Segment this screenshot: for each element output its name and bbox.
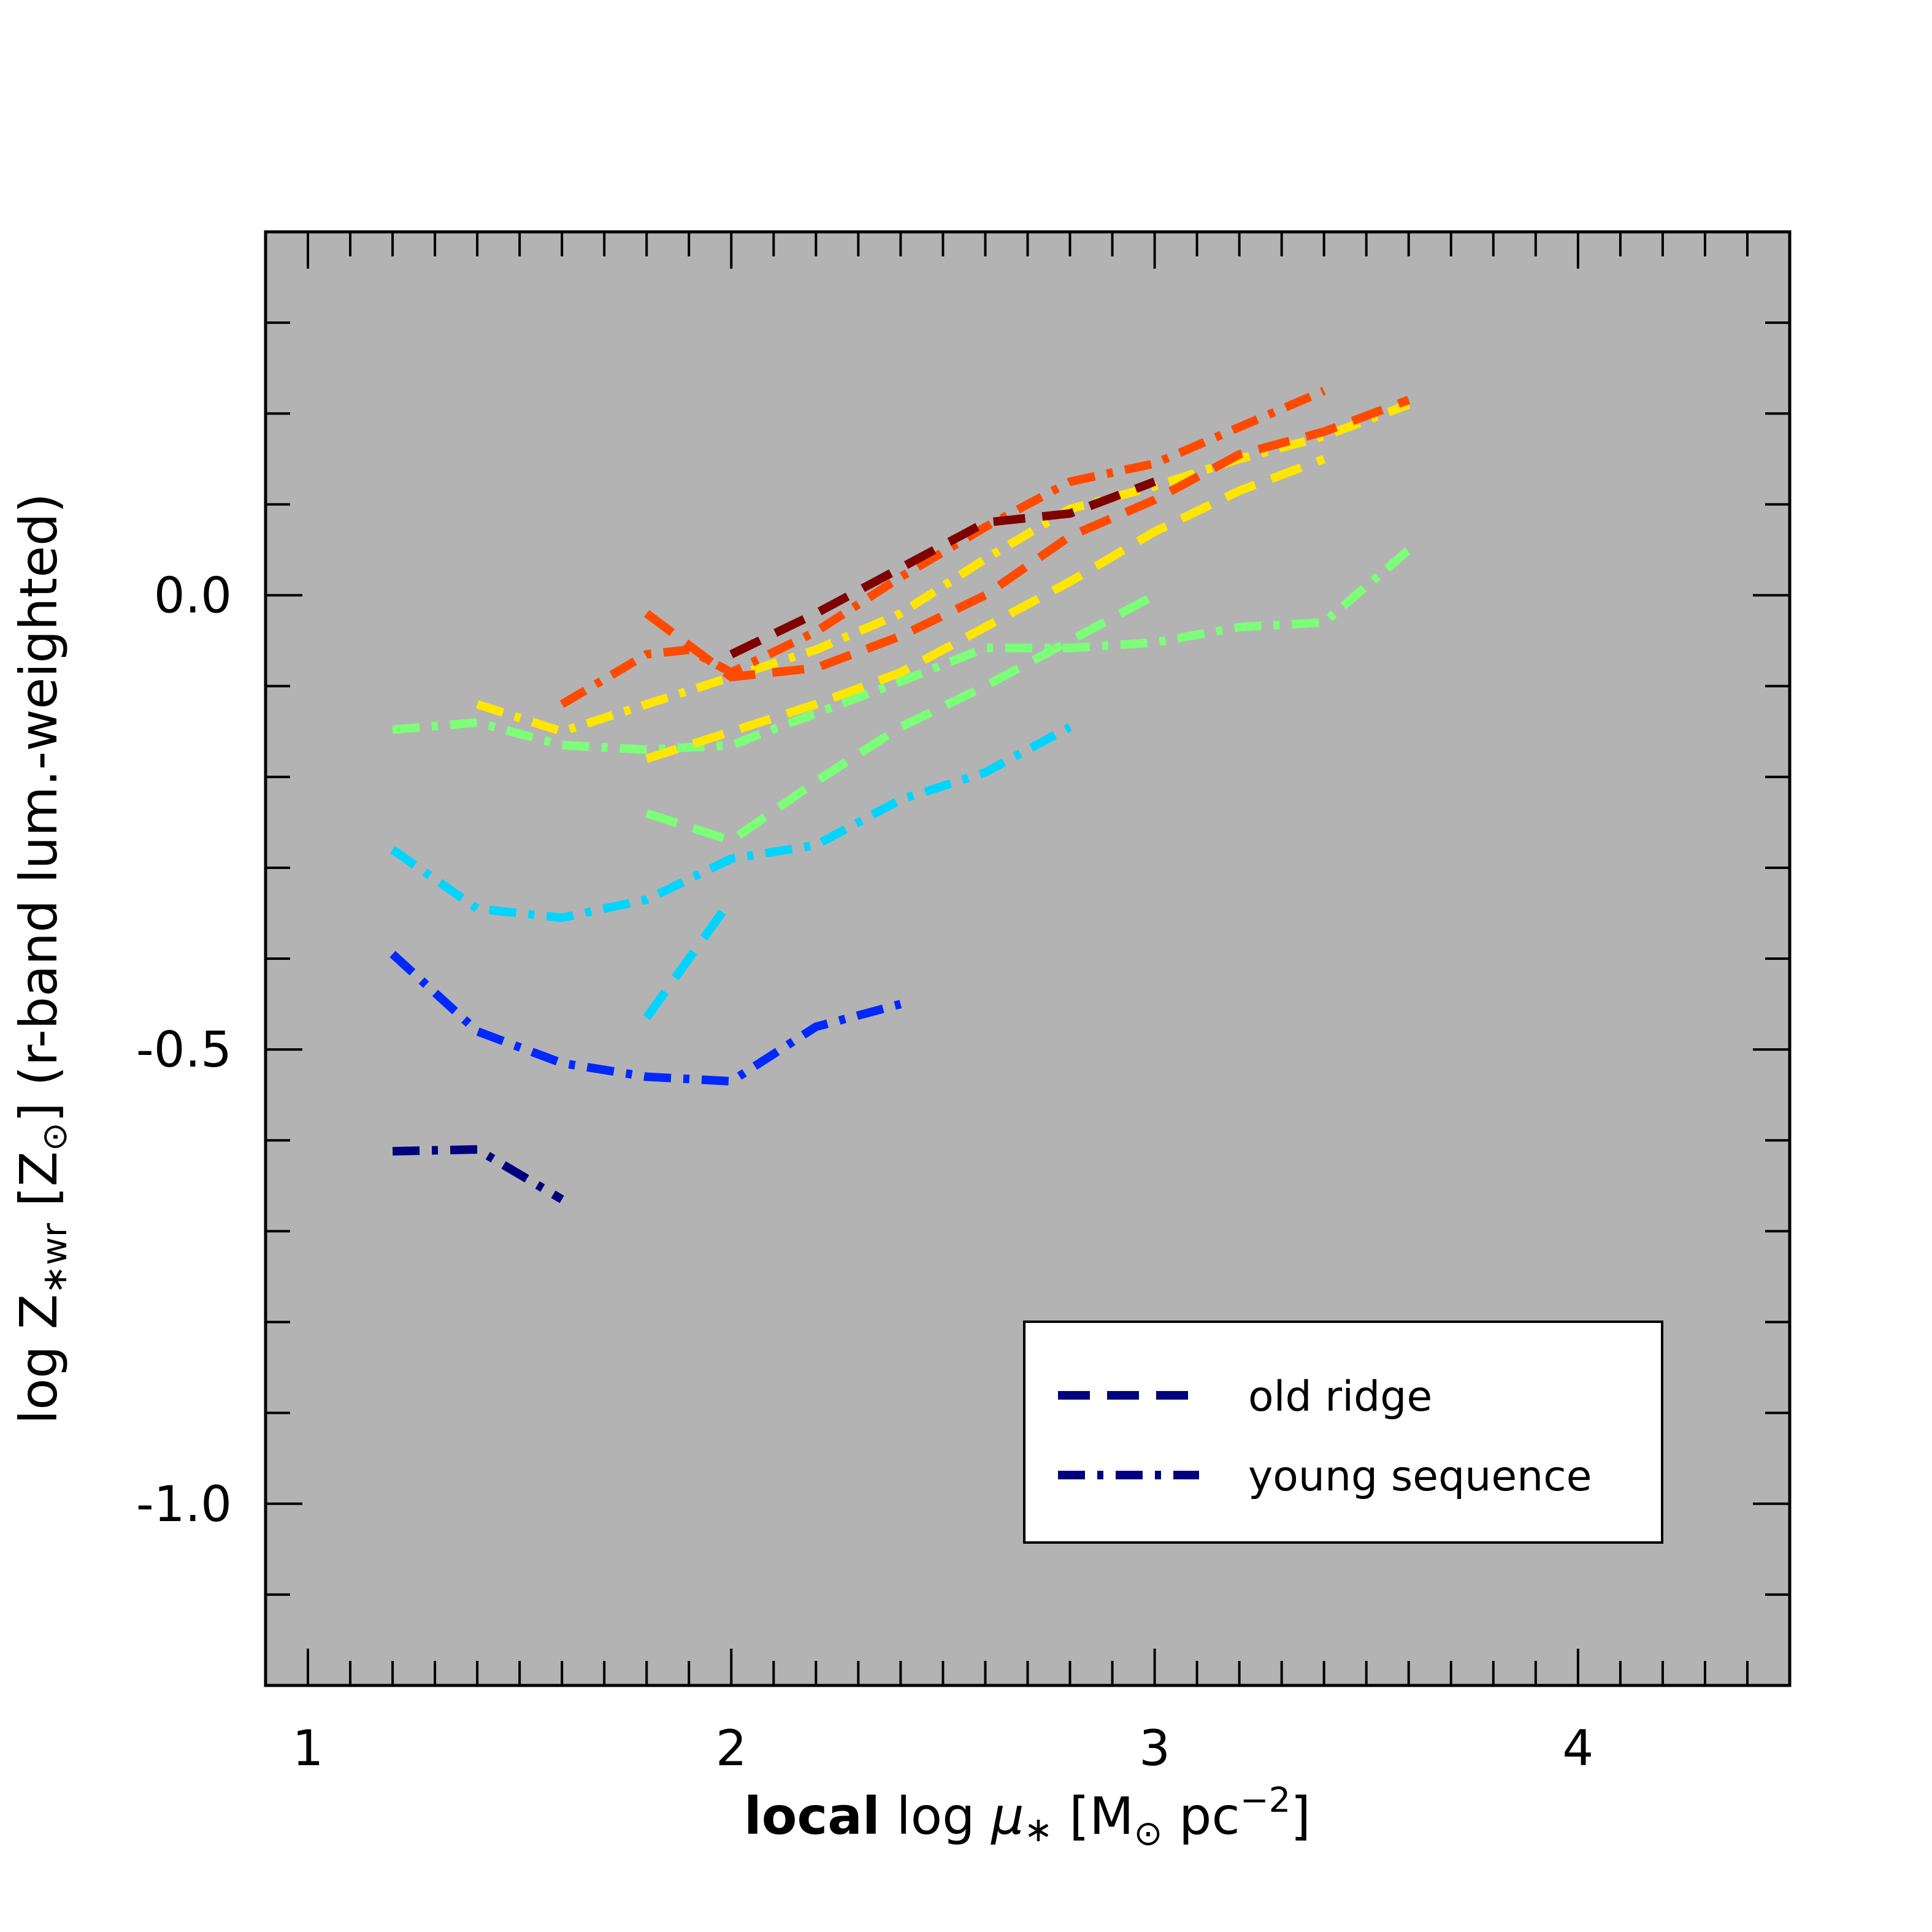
series-line-young-blue: [389, 951, 902, 1086]
series-line-old-yellow: [645, 454, 1326, 763]
series-line-old-red: [644, 396, 1411, 682]
y-tick-label: 0.0: [154, 567, 232, 624]
legend: old ridge young sequence: [1023, 1321, 1663, 1544]
x-axis-title: local log μ∗ [M⊙ pc−2]: [744, 1781, 1311, 1857]
series-line-young-red: [559, 386, 1326, 708]
plot-frame: [264, 230, 1792, 1687]
series-line-old-cyan: [643, 897, 735, 1021]
x-tick-label: 3: [1139, 1720, 1170, 1777]
series-line-old-darkred: [729, 477, 1157, 659]
axis-ticks: [266, 232, 1790, 1685]
legend-label-old-ridge: old ridge: [1248, 1373, 1432, 1421]
y-tick-label: -1.0: [136, 1476, 232, 1533]
data-series: [389, 386, 1412, 1203]
series-line-young-green: [392, 546, 1412, 754]
y-tick-label: -0.5: [136, 1021, 232, 1078]
x-tick-label: 4: [1562, 1720, 1593, 1777]
tick-labels: 1 2 3 4 0.0 -0.5 -1.0: [136, 567, 1593, 1777]
x-tick-label: 1: [293, 1720, 324, 1777]
y-axis-title: log Z∗wr [Z⊙] (r-band lum.-weighted): [9, 493, 79, 1424]
legend-box: [1023, 1321, 1663, 1544]
x-tick-label: 2: [716, 1720, 747, 1777]
series-line-young-cyan: [390, 723, 1072, 922]
legend-label-young-sequence: young sequence: [1248, 1452, 1592, 1501]
